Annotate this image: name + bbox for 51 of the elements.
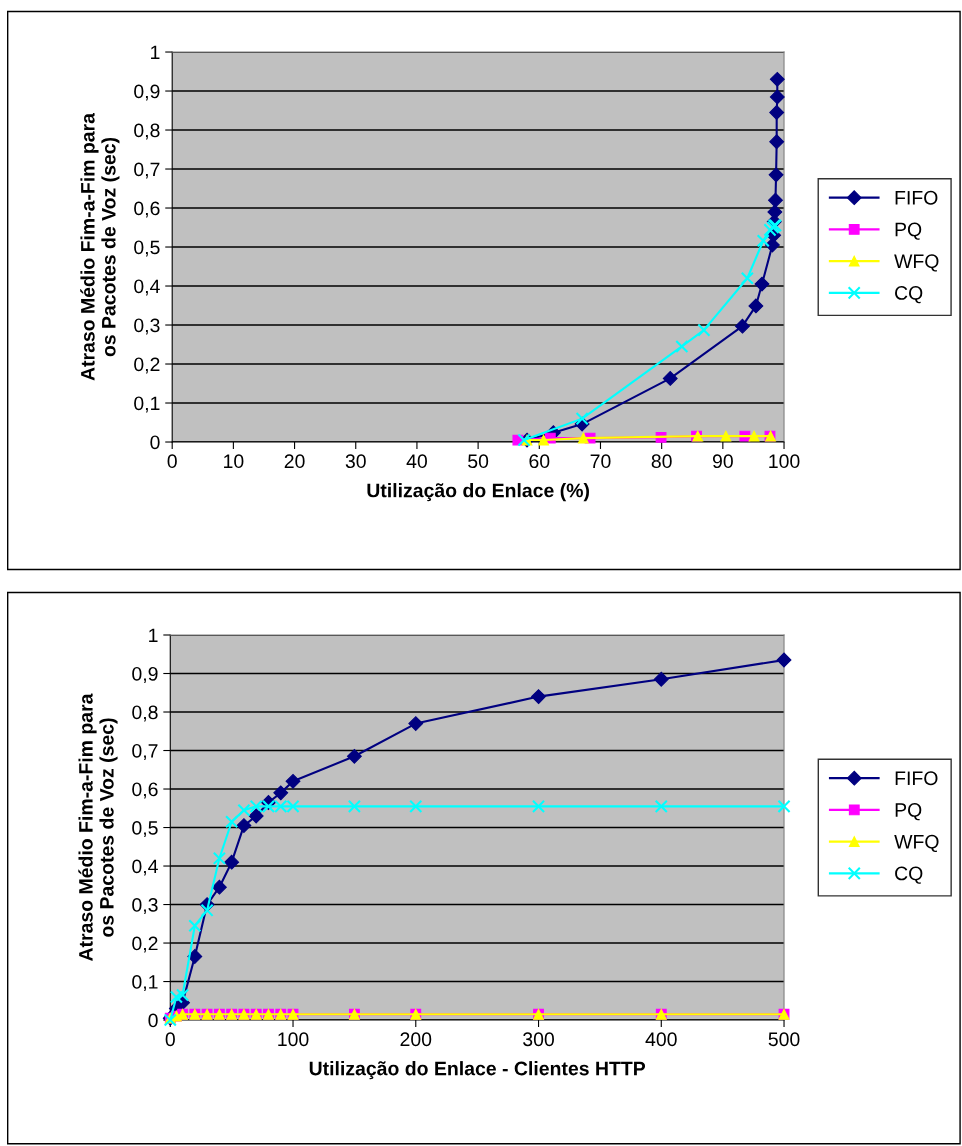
y-tick-label: 0: [150, 435, 160, 450]
y-tick-label: 0,3: [134, 318, 160, 335]
legend-label: FIFO: [895, 190, 938, 205]
x-tick-label: 0: [165, 1032, 175, 1047]
y-tick-label: 0,3: [132, 898, 158, 915]
x-tick-label: 300: [523, 1032, 554, 1047]
y-tick-label: 0: [148, 1013, 158, 1028]
x-tick-label: 40: [406, 454, 427, 469]
y-tick-label: 1: [149, 628, 158, 643]
x-axis-title: Utilização do Enlace - Clientes HTTP: [309, 1061, 646, 1080]
y-tick-label: 0,4: [132, 859, 158, 876]
y-tick-label: 0,9: [132, 666, 158, 684]
y-tick-label: 0,6: [132, 782, 158, 799]
legend-label: WFQ: [894, 834, 939, 853]
y-tick-label: 0,7: [134, 162, 160, 179]
x-tick-label: 0: [167, 454, 177, 469]
legend-label: CQ: [895, 286, 923, 304]
y-tick-label: 0,5: [134, 240, 160, 257]
x-tick-label: 80: [651, 454, 672, 469]
legend-label: PQ: [895, 803, 922, 821]
x-tick-label: 60: [529, 454, 550, 469]
x-tick-label: 100: [769, 454, 800, 469]
x-tick-label: 200: [400, 1032, 432, 1047]
x-tick-label: 90: [712, 454, 733, 469]
y-tick-label: 0,9: [134, 84, 160, 101]
y-tick-label: 0,2: [134, 357, 160, 374]
x-tick-label: 50: [468, 454, 489, 469]
y-axis-title: Atraso Médio Fim-a-Fim para os Pacotes de Voz (sec): [80, 112, 120, 381]
legend-label: CQ: [895, 866, 923, 884]
y-tick-label: 0,8: [132, 705, 158, 722]
y-tick-label: 0,1: [134, 396, 160, 413]
y-tick-label: 0,1: [132, 975, 158, 992]
x-tick-label: 30: [345, 454, 366, 469]
x-tick-label: 20: [284, 454, 305, 469]
legend-label: WFQ: [894, 254, 939, 272]
y-axis-title: Atraso Médio Fim-a-Fim para os Pacotes de Voz (sec): [78, 693, 118, 962]
y-tick-label: 0,2: [132, 936, 158, 953]
x-tick-label: 100: [278, 1032, 309, 1047]
legend-label: PQ: [895, 222, 922, 240]
x-axis-title: Utilização do Enlace (%): [367, 483, 589, 502]
y-tick-label: 0,5: [132, 820, 158, 838]
x-tick-label: 70: [590, 454, 611, 469]
x-tick-label: 500: [768, 1032, 800, 1047]
x-tick-label: 10: [224, 454, 244, 469]
y-tick-label: 0,4: [134, 279, 160, 296]
y-tick-label: 1: [151, 45, 160, 60]
y-tick-label: 0,6: [134, 201, 160, 218]
y-tick-label: 0,8: [134, 123, 160, 140]
x-tick-label: 400: [645, 1032, 677, 1047]
legend-label: FIFO: [895, 771, 938, 786]
y-tick-label: 0,7: [132, 743, 158, 761]
